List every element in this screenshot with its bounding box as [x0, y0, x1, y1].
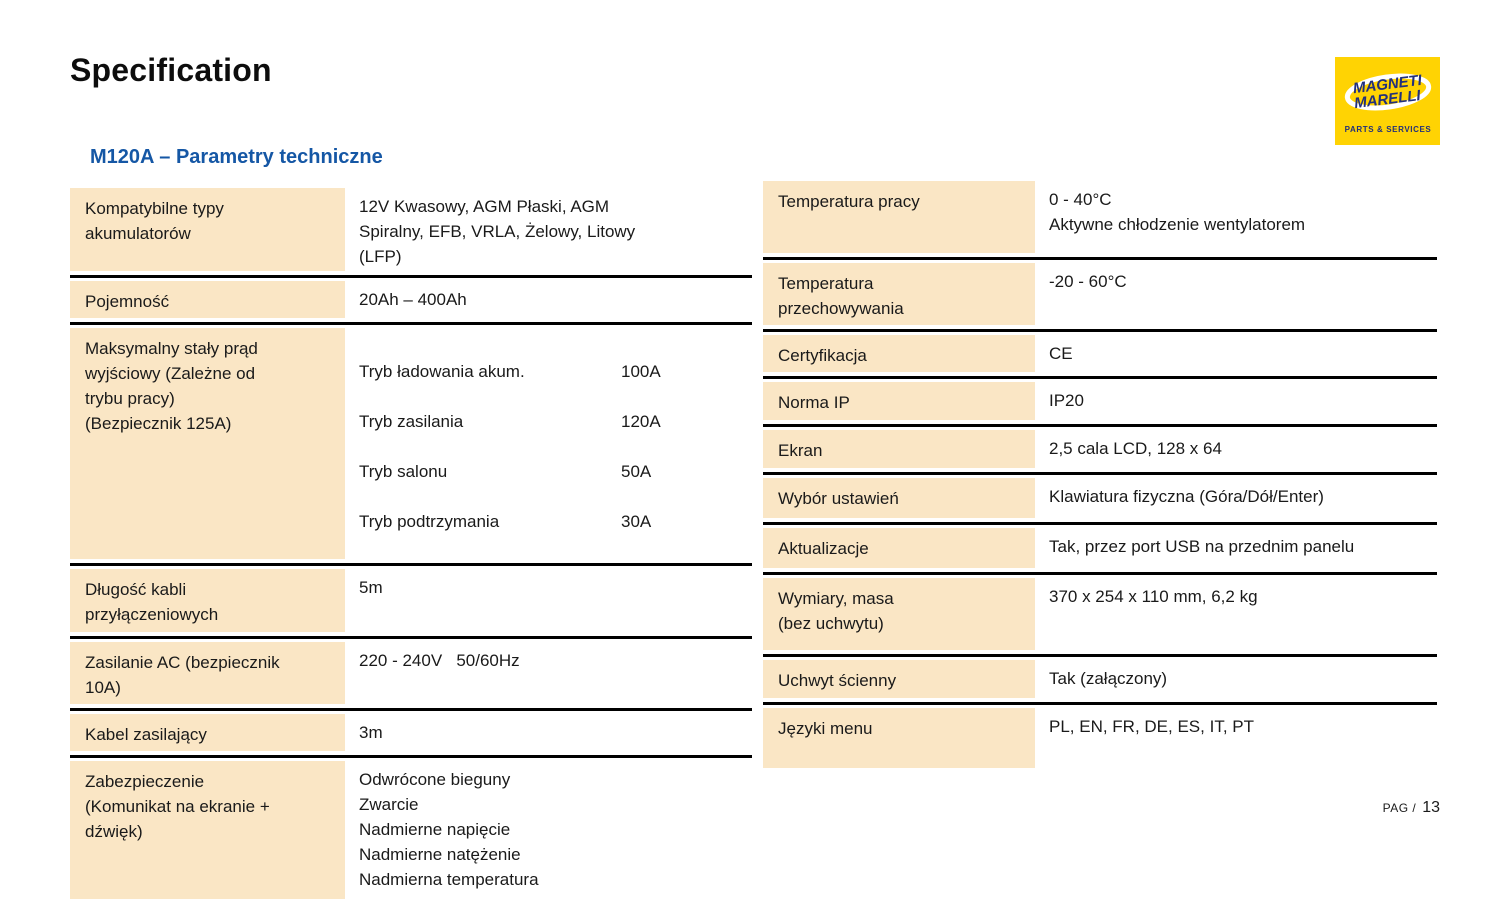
spec-value: CE	[1049, 344, 1073, 363]
spec-label: Maksymalny stały prąd wyjściowy (Zależne…	[70, 328, 345, 559]
spec-value: 12V Kwasowy, AGM Płaski, AGM Spiralny, E…	[359, 197, 636, 266]
mode-amps: 30A	[621, 512, 652, 531]
spec-label: Temperatura pracy	[763, 181, 1035, 253]
spec-label: Wymiary, masa (bez uchwytu)	[763, 578, 1035, 650]
spec-label-cell: Uchwyt ścienny	[763, 657, 1035, 702]
spec-label-cell: Temperatura przechowywania	[763, 260, 1035, 329]
spec-label: Uchwyt ścienny	[763, 660, 1035, 698]
mode-name: Tryb ładowania akum.	[359, 362, 525, 381]
table-row: Uchwyt ścienny Tak (załączony)	[763, 657, 1437, 705]
spec-label: Norma IP	[763, 382, 1035, 420]
spec-label-cell: Kompatybilne typy akumulatorów	[70, 185, 345, 275]
mode-line: Tryb salonu 50A	[359, 459, 748, 484]
spec-label: Języki menu	[763, 708, 1035, 768]
spec-value: Tak, przez port USB na przednim panelu	[1049, 537, 1355, 556]
spec-label-cell: Pojemność	[70, 278, 345, 322]
mode-amps: 100A	[621, 362, 661, 381]
spec-value: Odwrócone bieguny Zwarcie Nadmierne napi…	[359, 770, 539, 889]
table-row: Języki menu PL, EN, FR, DE, ES, IT, PT	[763, 705, 1437, 772]
spec-label-cell: Zasilanie AC (bezpiecznik 10A)	[70, 639, 345, 708]
spec-value: 20Ah – 400Ah	[359, 290, 467, 309]
page-footer: PAG / 13	[1383, 799, 1440, 817]
page-title: Specification	[70, 52, 272, 88]
table-row: Aktualizacje Tak, przez port USB na prze…	[763, 525, 1437, 575]
spec-label: Zabezpieczenie (Komunikat na ekranie + d…	[70, 761, 345, 899]
spec-label: Kompatybilne typy akumulatorów	[70, 188, 345, 271]
spec-label-cell: Wymiary, masa (bez uchwytu)	[763, 575, 1035, 654]
table-row: Pojemność 20Ah – 400Ah	[70, 278, 752, 325]
spec-label-cell: Zabezpieczenie (Komunikat na ekranie + d…	[70, 758, 345, 903]
spec-value: 3m	[359, 723, 383, 742]
table-row: Kabel zasilający 3m	[70, 711, 752, 758]
mode-line: Tryb podtrzymania 30A	[359, 509, 748, 534]
spec-label: Zasilanie AC (bezpiecznik 10A)	[70, 642, 345, 704]
spec-label-cell: Ekran	[763, 427, 1035, 472]
logo-tagline: PARTS & SERVICES	[1345, 125, 1432, 134]
spec-value: 220 - 240V 50/60Hz	[359, 651, 520, 670]
section-title: M120A – Parametry techniczne	[90, 146, 383, 168]
spec-label-cell: Kabel zasilający	[70, 711, 345, 755]
spec-value: IP20	[1049, 391, 1084, 410]
spec-value-modes: Tryb ładowania akum. 100A Tryb zasilania…	[345, 325, 752, 563]
spec-label: Wybór ustawień	[763, 478, 1035, 518]
footer-page-number: 13	[1422, 799, 1440, 816]
mode-name: Tryb podtrzymania	[359, 512, 500, 531]
spec-label-cell: Wybór ustawień	[763, 475, 1035, 522]
spec-value: 5m	[359, 578, 383, 597]
spec-label: Ekran	[763, 430, 1035, 468]
mode-name: Tryb zasilania	[359, 412, 464, 431]
spec-label-cell: Języki menu	[763, 705, 1035, 772]
table-row: Kompatybilne typy akumulatorów 12V Kwaso…	[70, 185, 752, 278]
table-row: Ekran 2,5 cala LCD, 128 x 64	[763, 427, 1437, 475]
spec-label-cell: Aktualizacje	[763, 525, 1035, 572]
spec-label: Temperatura przechowywania	[763, 263, 1035, 325]
mode-line: Tryb ładowania akum. 100A	[359, 359, 748, 384]
table-row: Norma IP IP20	[763, 379, 1437, 427]
table-row: Certyfikacja CE	[763, 332, 1437, 379]
table-row: Temperatura przechowywania -20 - 60°C	[763, 260, 1437, 332]
mode-line: Tryb zasilania 120A	[359, 409, 748, 434]
table-row: Zabezpieczenie (Komunikat na ekranie + d…	[70, 758, 752, 903]
mode-amps: 50A	[621, 462, 652, 481]
spec-table-left: Kompatybilne typy akumulatorów 12V Kwaso…	[70, 185, 752, 903]
logo-ellipse	[1344, 73, 1432, 111]
logo-graphic: MAGNETI MARELLI PARTS & SERVICES	[1344, 72, 1432, 134]
spec-label: Długość kabli przyłączeniowych	[70, 569, 345, 632]
spec-table-right: Temperatura pracy 0 - 40°C Aktywne chłod…	[763, 178, 1437, 772]
spec-label-cell: Maksymalny stały prąd wyjściowy (Zależne…	[70, 325, 345, 563]
table-row: Długość kabli przyłączeniowych 5m	[70, 566, 752, 639]
spec-value: PL, EN, FR, DE, ES, IT, PT	[1049, 717, 1254, 736]
spec-value: 370 x 254 x 110 mm, 6,2 kg	[1049, 587, 1258, 606]
table-row: Maksymalny stały prąd wyjściowy (Zależne…	[70, 325, 752, 566]
spec-value: Klawiatura fizyczna (Góra/Dół/Enter)	[1049, 487, 1324, 506]
spec-label-cell: Norma IP	[763, 379, 1035, 424]
spec-label-cell: Długość kabli przyłączeniowych	[70, 566, 345, 636]
mode-name: Tryb salonu	[359, 462, 448, 481]
spec-value: 0 - 40°C Aktywne chłodzenie wentylatorem	[1049, 190, 1306, 234]
table-row: Wymiary, masa (bez uchwytu) 370 x 254 x …	[763, 575, 1437, 657]
mode-amps: 120A	[621, 412, 661, 431]
spec-value: 2,5 cala LCD, 128 x 64	[1049, 439, 1222, 458]
spec-label: Certyfikacja	[763, 335, 1035, 372]
footer-label: PAG /	[1382, 801, 1417, 815]
table-row: Temperatura pracy 0 - 40°C Aktywne chłod…	[763, 178, 1437, 260]
spec-label-cell: Certyfikacja	[763, 332, 1035, 376]
table-row: Wybór ustawień Klawiatura fizyczna (Góra…	[763, 475, 1437, 525]
spec-label: Kabel zasilający	[70, 714, 345, 751]
spec-label: Pojemność	[70, 281, 345, 318]
table-row: Zasilanie AC (bezpiecznik 10A) 220 - 240…	[70, 639, 752, 711]
spec-label-cell: Temperatura pracy	[763, 178, 1035, 257]
spec-label: Aktualizacje	[763, 528, 1035, 568]
magneti-marelli-logo: MAGNETI MARELLI PARTS & SERVICES	[1335, 57, 1440, 145]
spec-value: Tak (załączony)	[1049, 669, 1168, 688]
spec-value: -20 - 60°C	[1049, 272, 1127, 291]
